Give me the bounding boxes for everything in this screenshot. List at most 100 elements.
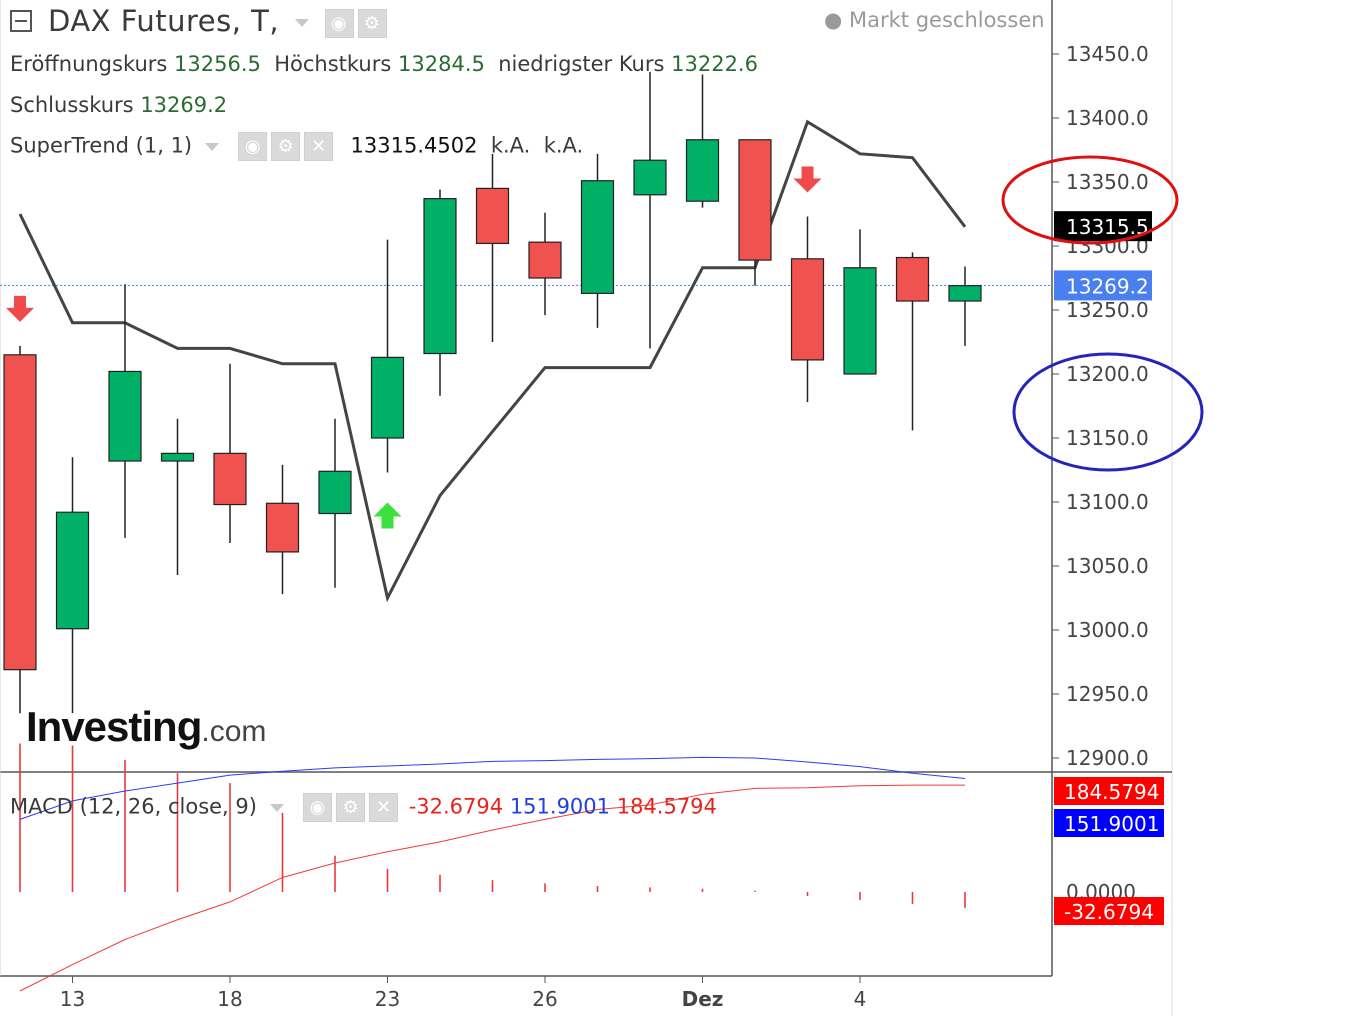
candle-body [108,370,142,462]
candle-body [160,452,195,462]
candle [370,239,405,473]
gear-icon[interactable]: ⚙ [336,793,366,822]
candle [3,345,37,714]
annotations-layer [1001,155,1204,472]
chevron-down-icon[interactable] [269,803,284,812]
close-label: Schlusskurs [10,93,134,117]
macd-hist-label: -32.6794 [1064,900,1154,924]
status-dot-icon: ● [824,8,843,32]
y-tick-label: 13400.0 [1066,106,1149,130]
x-tick-label: 13 [60,987,85,1011]
y-tick-label: 13350.0 [1066,170,1149,194]
supertrend-value: 13315.4502 [350,133,478,158]
candle [633,71,667,349]
logo-suffix: .com [201,715,267,748]
y-tick-label: 13050.0 [1066,554,1149,578]
last-price-tag [1054,270,1152,301]
candle-body [633,159,667,196]
candle [318,418,352,588]
y-tick-label: 13150.0 [1066,426,1149,450]
gear-icon[interactable]: ⚙ [271,132,301,161]
market-status: ● Markt geschlossen [824,8,1045,32]
candle [213,363,247,543]
candle-body [738,139,772,261]
low-label: niedrigster Kurs [498,52,665,76]
candle-body [895,256,930,302]
chart-title-row: DAX Futures, T, ◉ ⚙ [48,4,391,38]
y-tick-label: 12900.0 [1066,746,1149,770]
candle-body [318,470,352,515]
macd-hist-tag [1054,897,1164,925]
signal-line [19,756,966,820]
candle-body [423,198,457,355]
eye-icon[interactable]: ◉ [324,8,354,38]
y-tick-label: 13450.0 [1066,42,1149,66]
supertrend-na-2: k.A. [543,133,584,158]
candle-body [685,139,720,202]
blue-annotation-ellipse [1012,352,1204,472]
macd-signal-tag [1054,777,1164,805]
red-annotation-ellipse [1001,155,1179,245]
x-tick-label: 23 [375,987,400,1011]
candle [948,266,982,346]
candle-body [55,511,90,630]
candle-body [843,267,877,375]
low-value: 13222.6 [671,52,758,76]
candle-body [3,354,37,671]
chevron-down-icon[interactable] [294,19,309,27]
candle [843,229,877,375]
candle-body [790,258,825,361]
candle-body [370,356,405,439]
eye-icon[interactable]: ◉ [303,793,333,822]
candle [475,153,510,342]
macd-line-tag [1054,809,1164,837]
close-icon[interactable]: ✕ [304,132,334,161]
x-tick-label: 4 [854,987,867,1011]
candle [265,464,300,595]
close-value: 13269.2 [140,93,228,117]
investing-logo: Investing.com [26,703,266,751]
candle-body [580,180,615,294]
candle [423,189,457,396]
candle [580,153,615,328]
candle [895,252,930,431]
candle-body [475,187,510,245]
price-axis[interactable]: 13450.013400.013350.013300.013250.013200… [1052,42,1152,770]
chevron-down-icon[interactable] [204,142,219,151]
candle [55,457,90,714]
supertrend-line [18,119,967,603]
close-icon[interactable]: ✕ [369,793,399,822]
chart-title: DAX Futures, T, [48,4,280,38]
macd-hist-value: -32.6794 [408,794,504,819]
x-tick-label: Dez [682,987,724,1011]
open-label: Eröffnungskurs [10,52,168,76]
y-tick-label: 13100.0 [1066,490,1149,514]
macd-signal-label: 184.5794 [1064,780,1159,804]
gear-icon[interactable]: ⚙ [357,8,387,38]
high-value: 13284.5 [398,52,485,76]
market-status-label: Markt geschlossen [849,8,1045,32]
macd-line-label: 151.9001 [1064,812,1159,836]
supertrend-price-label: 13315.5 [1066,215,1149,239]
candle [685,74,720,208]
buy-arrow-icon [373,502,402,529]
candle-body [528,241,562,279]
y-tick-label: 12950.0 [1066,682,1149,706]
supertrend-layer [18,119,967,603]
candle [160,418,195,575]
sell-arrow-icon [6,295,34,322]
y-tick-label: 13250.0 [1066,298,1149,322]
supertrend-legend: SuperTrend (1, 1) ◉ ⚙ ✕ 13315.4502 k.A. k.… [10,132,583,161]
candles-layer [3,71,982,714]
collapse-icon[interactable] [10,10,32,32]
time-axis[interactable]: 13 18 23 26 Dez 4 [60,976,867,1011]
candle-body [213,452,247,506]
macd-label: MACD (12, 26, close, 9) [10,794,257,819]
candle [108,284,142,538]
macd-signal-value: 184.5794 [616,794,717,819]
y-tick-label: 13200.0 [1066,362,1149,386]
eye-icon[interactable]: ◉ [238,132,268,161]
high-label: Höchstkurs [274,52,392,76]
